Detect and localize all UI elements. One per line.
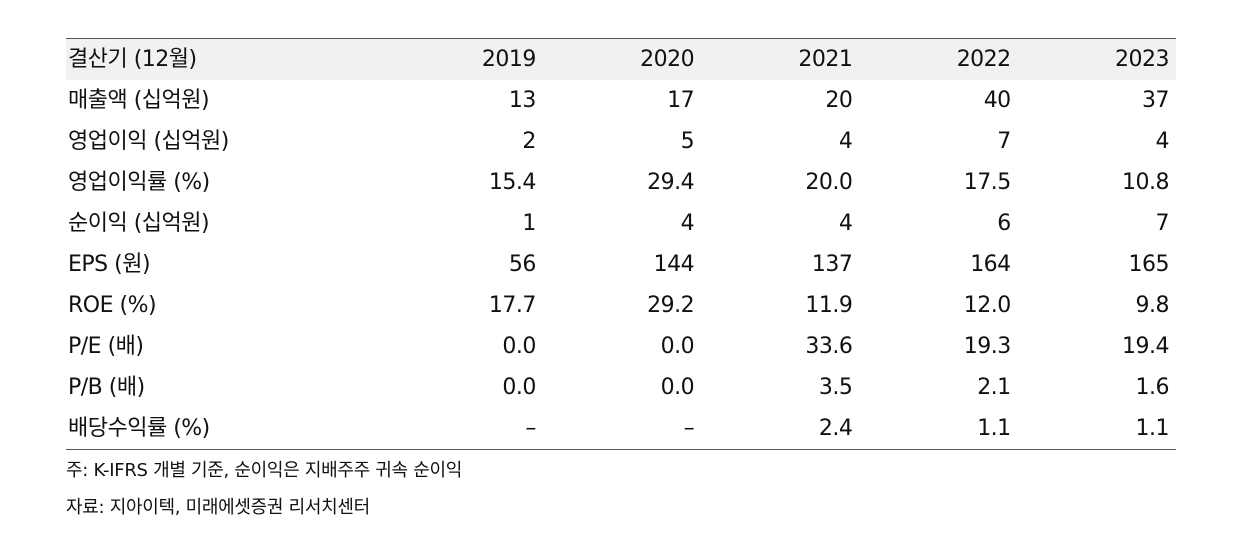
row-label: 영업이익률 (%) xyxy=(68,170,210,195)
table-cell: 165 xyxy=(1128,252,1170,277)
table-cell: 56 xyxy=(508,252,537,277)
table-row-eps: EPS (원) 56 144 137 164 165 xyxy=(66,244,1176,285)
row-label: ROE (%) xyxy=(68,293,157,318)
table-cell: 4 xyxy=(838,129,853,154)
table-cell: 19.4 xyxy=(1122,334,1169,359)
table-cell: 0.0 xyxy=(502,334,536,359)
table-cell: 33.6 xyxy=(805,334,853,359)
table-row-roe: ROE (%) 17.7 29.2 11.9 12.0 9.8 xyxy=(66,285,1176,326)
table-header-row: 결산기 (12월) 2019 2020 2021 2022 2023 xyxy=(66,38,1176,80)
table-cell: 137 xyxy=(811,252,853,277)
table-cell: 4 xyxy=(838,211,853,236)
header-label-cell: 결산기 (12월) xyxy=(66,38,385,80)
table-cell: 17.7 xyxy=(488,293,536,318)
row-label: EPS (원) xyxy=(68,252,151,277)
header-year-cell: 2021 xyxy=(701,38,860,80)
table-cell: 29.2 xyxy=(647,293,695,318)
table-cell: 1.1 xyxy=(1017,408,1176,450)
table-cell: 1.6 xyxy=(1135,375,1170,400)
table-row-pe: P/E (배) 0.0 0.0 33.6 19.3 19.4 xyxy=(66,326,1176,367)
table-cell: 7 xyxy=(1155,211,1170,236)
table-cell: 2.1 xyxy=(977,375,1011,400)
table-cell: 20.0 xyxy=(805,170,853,195)
table-cell: 1 xyxy=(522,211,536,236)
table-cell: 40 xyxy=(983,88,1012,113)
header-year-cell: 2022 xyxy=(859,38,1018,80)
table-cell: 15.4 xyxy=(488,170,536,195)
table-row-revenue: 매출액 (십억원) 13 17 20 40 37 xyxy=(66,80,1176,121)
table-cell: 13 xyxy=(508,88,537,113)
table-row-operating-margin: 영업이익률 (%) 15.4 29.4 20.0 17.5 10.8 xyxy=(66,162,1176,203)
table-cell: 4 xyxy=(1155,129,1170,154)
table-cell: – xyxy=(542,408,702,450)
source-note: 자료: 지아이텍, 미래에셋증권 리서치센터 xyxy=(66,497,370,518)
table-cell: 20 xyxy=(825,88,853,113)
table-cell: 7 xyxy=(997,129,1011,154)
table-row-net-income: 순이익 (십억원) 1 4 4 6 7 xyxy=(66,203,1176,244)
row-label: 매출액 (십억원) xyxy=(68,88,210,113)
row-label: P/E (배) xyxy=(68,334,144,359)
table-cell: 3.5 xyxy=(818,375,853,400)
table-cell: 9.8 xyxy=(1135,293,1170,318)
table-cell: – xyxy=(384,408,543,450)
table-cell: 2.4 xyxy=(701,408,860,450)
header-year-cell: 2023 xyxy=(1017,38,1176,80)
table-cell: 19.3 xyxy=(963,334,1011,359)
header-year-cell: 2019 xyxy=(384,38,543,80)
row-label: 배당수익률 (%) xyxy=(66,408,385,450)
table-cell: 0.0 xyxy=(502,375,536,400)
table-cell: 164 xyxy=(970,252,1011,277)
table-cell: 4 xyxy=(680,211,695,236)
table-cell: 37 xyxy=(1142,88,1170,113)
table-footnote: 주: K-IFRS 개별 기준, 순이익은 지배주주 귀속 순이익 xyxy=(66,460,463,481)
table-cell: 2 xyxy=(522,129,536,154)
table-cell: 11.9 xyxy=(805,293,853,318)
table-cell: 144 xyxy=(653,252,695,277)
table-cell: 10.8 xyxy=(1122,170,1169,195)
row-label: 순이익 (십억원) xyxy=(68,211,210,236)
financial-summary-table: 결산기 (12월) 2019 2020 2021 2022 2023 매출액 (… xyxy=(66,38,1176,450)
row-label: 영업이익 (십억원) xyxy=(68,129,229,154)
table-row-dividend-yield: 배당수익률 (%) – – 2.4 1.1 1.1 xyxy=(66,408,1176,450)
row-label: P/B (배) xyxy=(68,375,145,400)
table-cell: 17 xyxy=(667,88,695,113)
table-cell: 6 xyxy=(997,211,1011,236)
table-cell: 5 xyxy=(680,129,695,154)
table-row-operating-profit: 영업이익 (십억원) 2 5 4 7 4 xyxy=(66,121,1176,162)
table-row-pb: P/B (배) 0.0 0.0 3.5 2.1 1.6 xyxy=(66,367,1176,408)
table-cell: 17.5 xyxy=(963,170,1011,195)
table-cell: 0.0 xyxy=(660,375,695,400)
table-cell: 1.1 xyxy=(859,408,1018,450)
table-cell: 0.0 xyxy=(660,334,695,359)
header-year-cell: 2020 xyxy=(542,38,702,80)
table-cell: 12.0 xyxy=(963,293,1011,318)
table-cell: 29.4 xyxy=(647,170,695,195)
